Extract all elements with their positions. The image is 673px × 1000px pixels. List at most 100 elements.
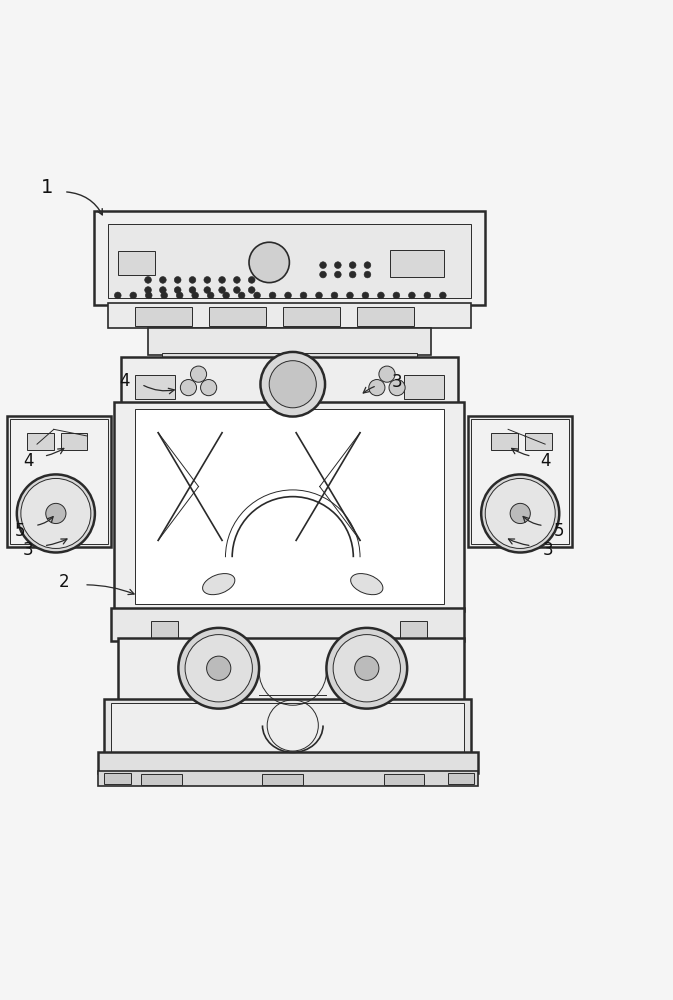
Text: 4: 4: [23, 452, 34, 470]
Circle shape: [201, 380, 217, 396]
Bar: [491, 433, 518, 450]
Circle shape: [238, 292, 245, 299]
Circle shape: [362, 292, 369, 299]
Circle shape: [207, 292, 214, 299]
Circle shape: [174, 277, 181, 283]
Text: 4: 4: [540, 452, 551, 470]
Circle shape: [326, 628, 407, 709]
Circle shape: [176, 292, 183, 299]
Bar: [141, 774, 182, 785]
Circle shape: [223, 292, 229, 299]
Circle shape: [334, 262, 341, 268]
Bar: [400, 621, 427, 638]
Ellipse shape: [351, 574, 383, 595]
Circle shape: [190, 366, 207, 382]
Circle shape: [180, 380, 197, 396]
Circle shape: [189, 287, 196, 293]
Circle shape: [300, 292, 307, 299]
Bar: [104, 699, 471, 756]
Text: 3: 3: [23, 541, 34, 559]
Bar: [111, 703, 464, 752]
Bar: [525, 433, 552, 450]
Circle shape: [249, 242, 289, 283]
Bar: [468, 416, 572, 547]
Circle shape: [320, 271, 326, 278]
Circle shape: [378, 292, 384, 299]
Bar: [111, 608, 464, 641]
Bar: [114, 402, 464, 611]
Circle shape: [178, 628, 259, 709]
Bar: [262, 774, 303, 785]
Circle shape: [248, 287, 255, 293]
Ellipse shape: [203, 574, 235, 595]
Circle shape: [320, 262, 326, 268]
Circle shape: [333, 635, 400, 702]
Text: 1: 1: [41, 178, 53, 197]
Circle shape: [46, 503, 66, 524]
Bar: [27, 433, 54, 450]
Bar: [10, 419, 108, 544]
Bar: [448, 773, 474, 784]
Bar: [384, 774, 424, 785]
Circle shape: [481, 474, 559, 552]
Circle shape: [347, 292, 353, 299]
Circle shape: [145, 287, 151, 293]
Circle shape: [269, 292, 276, 299]
Circle shape: [161, 292, 168, 299]
Circle shape: [285, 292, 291, 299]
Circle shape: [130, 292, 137, 299]
Bar: [61, 433, 87, 450]
Circle shape: [334, 271, 341, 278]
Circle shape: [316, 292, 322, 299]
Bar: [357, 307, 414, 326]
Circle shape: [114, 292, 121, 299]
Bar: [98, 771, 478, 786]
Bar: [404, 375, 444, 399]
Text: 5: 5: [553, 522, 564, 540]
Circle shape: [393, 292, 400, 299]
Bar: [151, 621, 178, 638]
Circle shape: [174, 287, 181, 293]
Bar: [118, 251, 155, 275]
Text: 2: 2: [59, 573, 69, 591]
Circle shape: [260, 352, 325, 417]
Bar: [135, 409, 444, 604]
Circle shape: [17, 474, 95, 552]
Circle shape: [485, 478, 555, 548]
Circle shape: [234, 287, 240, 293]
Circle shape: [349, 262, 356, 268]
Bar: [162, 353, 283, 365]
Circle shape: [364, 271, 371, 278]
Text: 3: 3: [543, 541, 554, 559]
Circle shape: [145, 277, 151, 283]
Bar: [283, 307, 340, 326]
Circle shape: [207, 656, 231, 680]
Bar: [104, 773, 131, 784]
Circle shape: [379, 366, 395, 382]
Bar: [296, 353, 417, 365]
Circle shape: [510, 503, 530, 524]
Bar: [135, 375, 175, 399]
Circle shape: [145, 292, 152, 299]
Circle shape: [189, 277, 196, 283]
Circle shape: [349, 271, 356, 278]
Bar: [390, 250, 444, 277]
Bar: [135, 307, 192, 326]
Text: 5: 5: [15, 522, 26, 540]
Circle shape: [160, 287, 166, 293]
Circle shape: [219, 287, 225, 293]
Circle shape: [204, 277, 211, 283]
Circle shape: [389, 380, 405, 396]
Text: 4: 4: [119, 372, 130, 390]
Circle shape: [254, 292, 260, 299]
Bar: [209, 307, 266, 326]
Bar: [94, 211, 485, 305]
Circle shape: [248, 277, 255, 283]
Bar: [108, 303, 471, 328]
Circle shape: [364, 262, 371, 268]
Circle shape: [439, 292, 446, 299]
Circle shape: [160, 277, 166, 283]
Circle shape: [409, 292, 415, 299]
Circle shape: [234, 277, 240, 283]
Circle shape: [192, 292, 199, 299]
